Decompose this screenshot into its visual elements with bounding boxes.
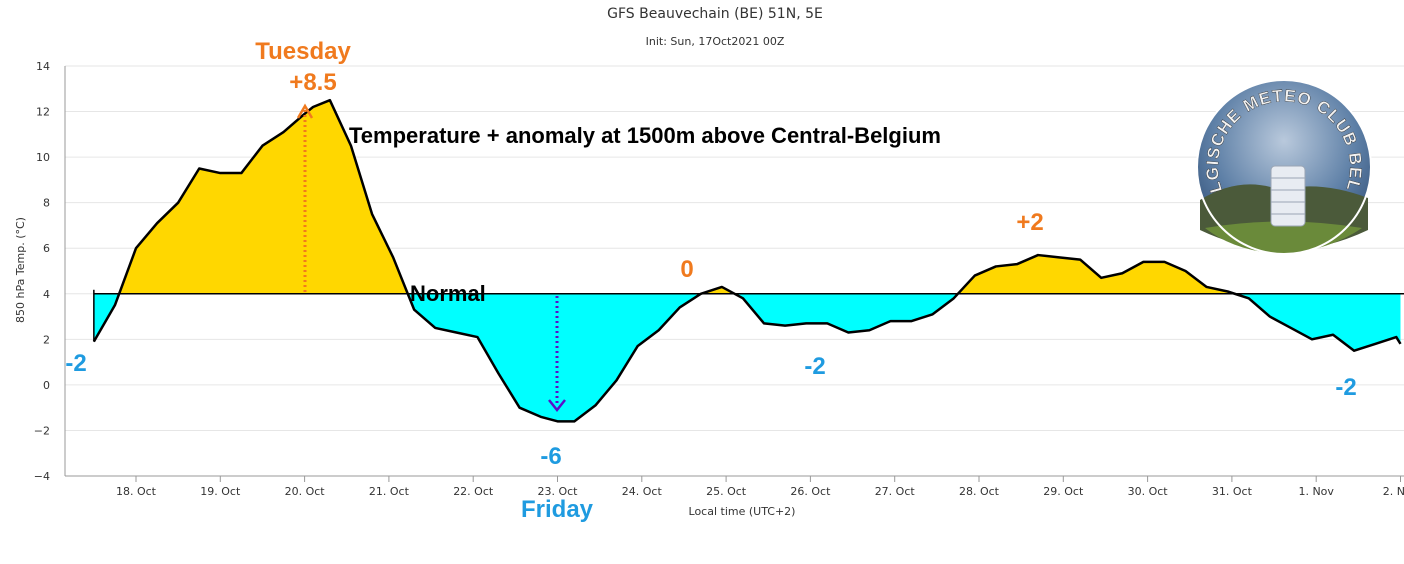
above-normal-area bbox=[119, 100, 1235, 294]
x-tick-label: 25. Oct bbox=[706, 485, 747, 498]
x-tick-label: 1. Nov bbox=[1298, 485, 1334, 498]
y-tick-label: 10 bbox=[36, 151, 50, 164]
axes bbox=[64, 66, 1404, 477]
x-tick-label: 26. Oct bbox=[790, 485, 831, 498]
y-tick-label: 2 bbox=[43, 333, 50, 346]
anomaly-areas bbox=[92, 98, 1404, 423]
x-axis-title: Local time (UTC+2) bbox=[689, 505, 796, 518]
chart-subtitle: Init: Sun, 17Oct2021 00Z bbox=[646, 35, 785, 48]
x-tick-label: 22. Oct bbox=[453, 485, 494, 498]
x-tick-label: 23. Oct bbox=[537, 485, 578, 498]
chart-title: GFS Beauvechain (BE) 51N, 5E bbox=[607, 6, 823, 22]
friday-label: Friday bbox=[521, 496, 594, 523]
tuesday-label: Tuesday bbox=[255, 38, 351, 65]
x-tick-label: 2. Nov bbox=[1383, 485, 1404, 498]
y-tick-label: 0 bbox=[43, 379, 50, 392]
normal-label: Normal bbox=[410, 281, 486, 306]
chart-heading: Temperature + anomaly at 1500m above Cen… bbox=[349, 123, 941, 148]
y-tick-label: 8 bbox=[43, 197, 50, 210]
x-tick-label: 19. Oct bbox=[200, 485, 241, 498]
x-tick-label: 20. Oct bbox=[285, 485, 326, 498]
x-tick-label: 18. Oct bbox=[116, 485, 157, 498]
y-tick-label: −4 bbox=[34, 470, 50, 483]
y-tick-label: 14 bbox=[36, 60, 50, 73]
trough-anomaly-label: -6 bbox=[540, 443, 561, 470]
plus2-anomaly-label: +2 bbox=[1016, 209, 1043, 236]
x-tick-label: 28. Oct bbox=[959, 485, 1000, 498]
temperature-series-line bbox=[92, 98, 1402, 423]
x-tick-label: 27. Oct bbox=[875, 485, 916, 498]
x-tick-label: 24. Oct bbox=[622, 485, 663, 498]
logo-text: BELGISCHE METEO CLUB BELGE bbox=[0, 0, 1364, 195]
minus2-label-end: -2 bbox=[1335, 374, 1356, 401]
minus2-label-middle: -2 bbox=[804, 353, 825, 380]
minus2-label-start: -2 bbox=[65, 350, 86, 377]
peak-anomaly-label: +8.5 bbox=[289, 69, 336, 96]
x-tick-label: 29. Oct bbox=[1043, 485, 1084, 498]
x-axis-ticks: 18. Oct 19. Oct 20. Oct 21. Oct 22. Oct 23. O… bbox=[116, 476, 1404, 498]
x-tick-label: 31. Oct bbox=[1212, 485, 1253, 498]
y-axis-title: 850 hPa Temp. (°C) bbox=[14, 217, 27, 323]
x-tick-label: 21. Oct bbox=[369, 485, 410, 498]
y-tick-label: 12 bbox=[36, 106, 50, 119]
y-axis-ticks: −4 −2 0 2 4 6 8 10 12 14 bbox=[34, 60, 50, 483]
warm-arrow bbox=[296, 103, 314, 292]
y-tick-label: 6 bbox=[43, 242, 50, 255]
zero-anomaly-label: 0 bbox=[680, 256, 693, 283]
y-tick-label: −2 bbox=[34, 424, 50, 437]
cold-arrow bbox=[548, 296, 566, 413]
svg-text:BELGISCHE METEO CLUB BELGE: BELGISCHE METEO CLUB BELGE bbox=[0, 0, 1365, 195]
x-tick-label: 30. Oct bbox=[1128, 485, 1169, 498]
below-normal-area bbox=[93, 293, 1401, 422]
y-tick-label: 4 bbox=[43, 288, 50, 301]
